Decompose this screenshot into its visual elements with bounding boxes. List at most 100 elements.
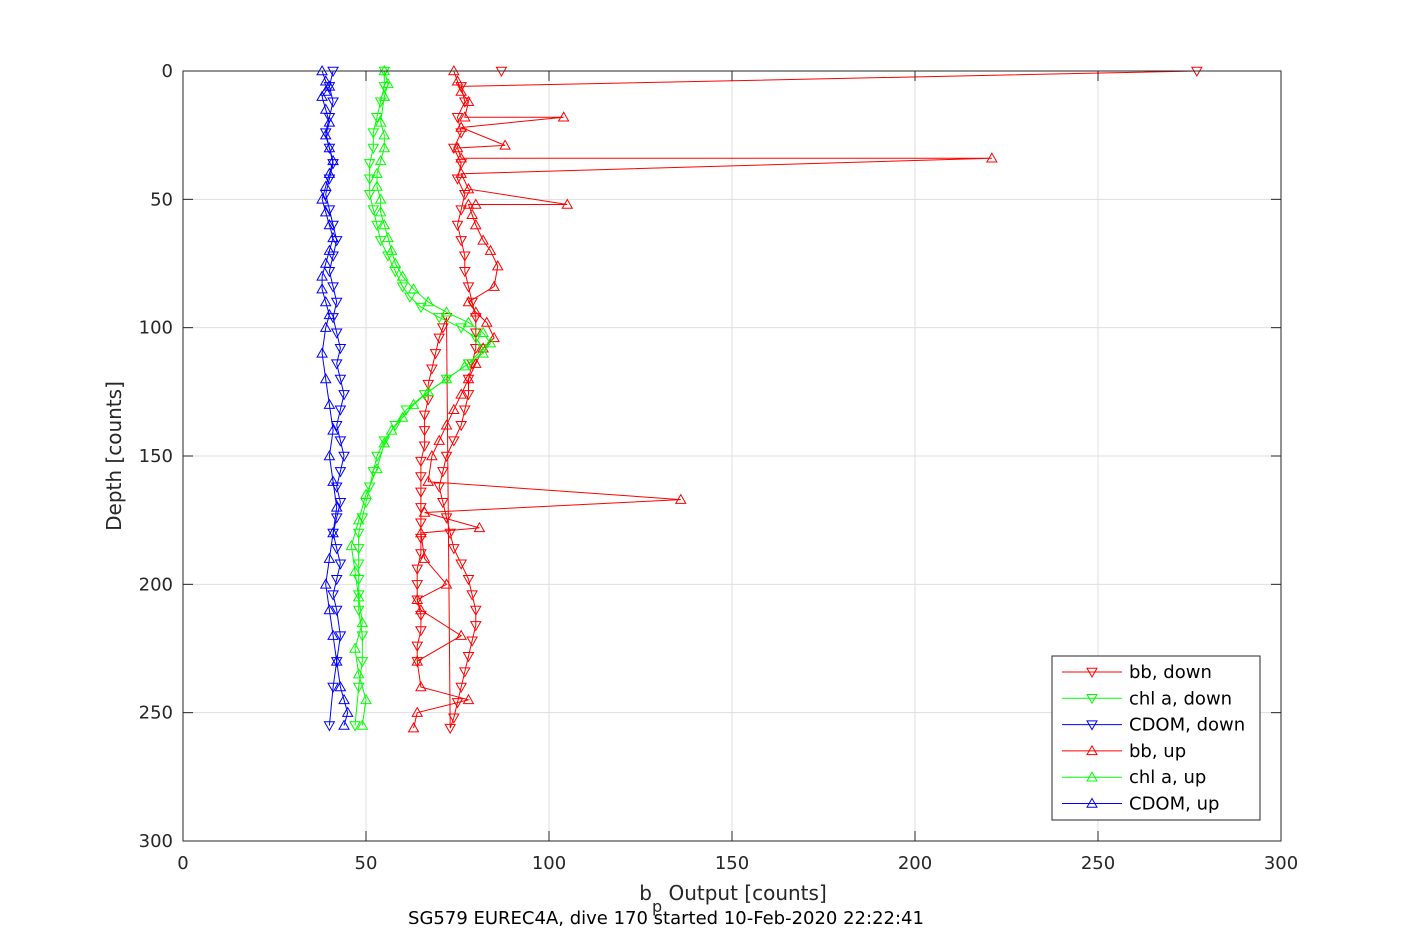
- data-point: [415, 603, 427, 615]
- data-point: [480, 316, 493, 327]
- data-point: [440, 374, 453, 386]
- legend-marker: [1086, 744, 1098, 756]
- data-point: [319, 180, 332, 191]
- data-point: [330, 328, 343, 339]
- series-line: [350, 70, 492, 726]
- data-point: [334, 631, 347, 642]
- data-point: [356, 719, 369, 730]
- data-point: [415, 518, 427, 529]
- legend-item: chl a, up: [1062, 767, 1206, 788]
- data-point: [327, 313, 339, 324]
- data-point: [447, 544, 460, 555]
- y-tick-labels: 0 50 100 150 200 250 300: [139, 61, 173, 852]
- data-point: [323, 80, 336, 91]
- data-point: [327, 231, 339, 243]
- data-point: [407, 398, 420, 409]
- data-point: [367, 143, 380, 155]
- data-point: [316, 347, 328, 358]
- data-point: [323, 449, 336, 461]
- data-point: [360, 693, 372, 705]
- data-point: [374, 206, 387, 217]
- legend-item: chl a, down: [1062, 688, 1232, 709]
- data-point: [349, 565, 361, 576]
- data-point: [319, 206, 332, 217]
- data-point: [455, 682, 468, 694]
- data-point: [327, 220, 339, 232]
- data-point: [415, 456, 427, 468]
- data-point: [316, 283, 328, 294]
- data-point: [334, 374, 347, 386]
- data-point: [477, 234, 489, 245]
- caption: SG579 EUREC4A, dive 170 started 10-Feb-2…: [408, 908, 924, 929]
- data-point: [378, 218, 391, 230]
- x-axis-label-b: b: [639, 881, 652, 905]
- data-point: [455, 128, 468, 139]
- data-point: [352, 591, 365, 602]
- data-point: [316, 90, 328, 101]
- legend-item: CDOM, down: [1062, 715, 1245, 736]
- data-point: [352, 605, 365, 617]
- data-point: [462, 295, 475, 307]
- data-point: [455, 159, 468, 170]
- data-point: [323, 167, 336, 178]
- legend-marker: [1086, 694, 1098, 705]
- data-point: [352, 514, 365, 525]
- data-point: [418, 410, 431, 421]
- data-point: [378, 129, 391, 140]
- data-point: [469, 306, 482, 317]
- data-point: [327, 590, 339, 601]
- data-point: [422, 295, 435, 307]
- data-point: [469, 218, 482, 230]
- data-point: [378, 64, 391, 76]
- data-point: [422, 475, 435, 486]
- data-point: [985, 152, 998, 163]
- data-point: [469, 333, 482, 344]
- data-point: [407, 722, 420, 733]
- legend-marker: [1086, 720, 1098, 731]
- data-point: [561, 198, 574, 209]
- data-point: [418, 426, 431, 437]
- data-point: [455, 388, 468, 399]
- data-point: [477, 343, 489, 355]
- data-point: [327, 528, 339, 540]
- data-point: [378, 66, 391, 78]
- data-point: [396, 282, 409, 293]
- data-point: [327, 475, 339, 486]
- data-point: [462, 359, 475, 370]
- data-point: [415, 302, 427, 314]
- data-point: [455, 629, 468, 640]
- data-point: [415, 487, 427, 498]
- data-point: [338, 451, 350, 463]
- data-point: [389, 257, 402, 268]
- data-point: [458, 111, 471, 122]
- data-point: [316, 270, 328, 281]
- series-bb-up: [407, 64, 998, 733]
- data-point: [458, 266, 471, 278]
- data-point: [363, 482, 376, 493]
- data-point: [367, 128, 380, 139]
- data-point: [330, 544, 343, 555]
- data-point: [352, 559, 365, 570]
- data-point: [447, 64, 460, 76]
- data-point: [477, 342, 489, 353]
- data-point: [415, 610, 427, 622]
- data-point: [462, 183, 475, 194]
- data-point: [327, 682, 339, 694]
- data-point: [488, 331, 500, 343]
- x-axis-label-subscript: p: [652, 897, 662, 916]
- data-point: [466, 208, 479, 219]
- data-point: [415, 503, 427, 514]
- data-point: [426, 449, 438, 461]
- data-point: [330, 574, 343, 586]
- data-point: [477, 347, 489, 358]
- series-line: [416, 70, 1197, 729]
- data-point: [334, 680, 347, 692]
- data-point: [327, 629, 339, 640]
- data-point: [371, 112, 383, 124]
- data-point: [429, 349, 442, 360]
- data-point: [371, 451, 383, 463]
- data-point: [447, 713, 460, 724]
- data-point: [462, 574, 475, 586]
- data-point: [447, 143, 460, 155]
- legend-label: bb, up: [1129, 741, 1186, 762]
